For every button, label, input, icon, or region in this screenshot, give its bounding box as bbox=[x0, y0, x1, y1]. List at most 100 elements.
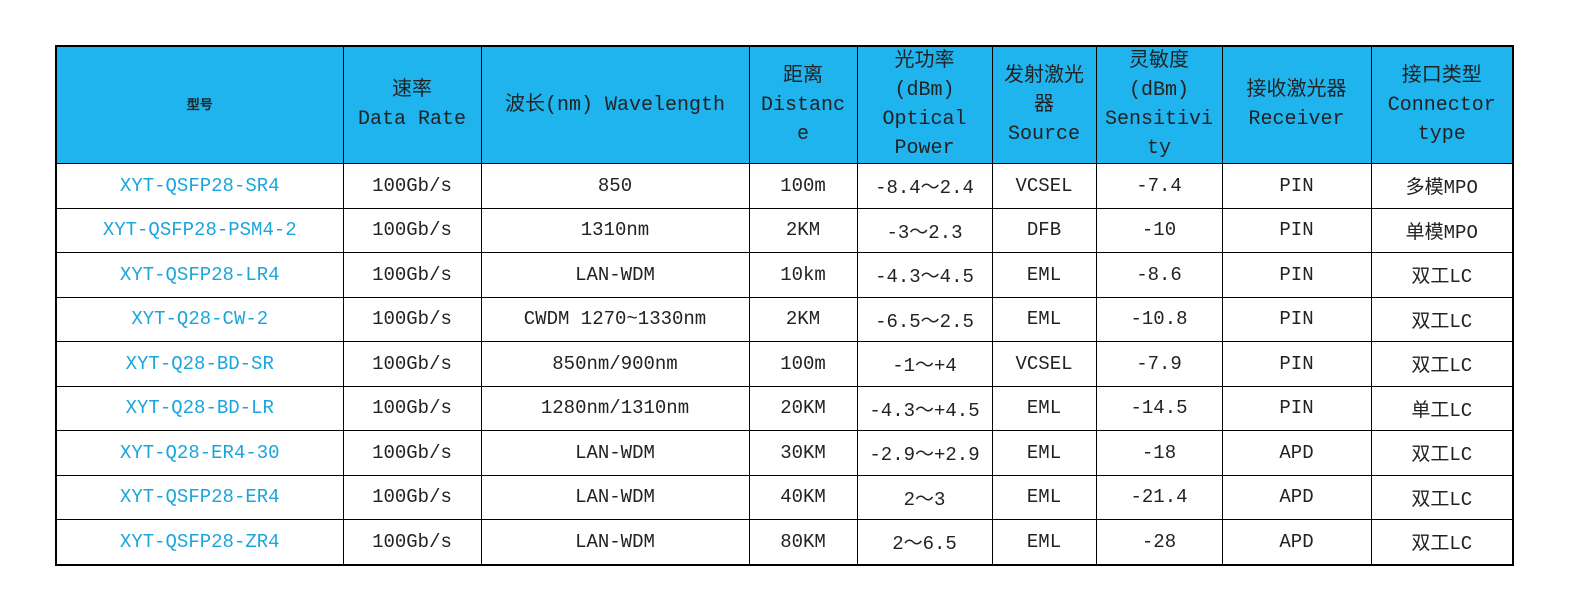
table-cell: LAN-WDM bbox=[480, 252, 750, 298]
table-cell: 100Gb/s bbox=[342, 430, 482, 476]
table-cell: -14.5 bbox=[1095, 385, 1223, 431]
table-cell: LAN-WDM bbox=[480, 474, 750, 520]
model-cell: XYT-Q28-BD-SR bbox=[55, 341, 344, 387]
model-cell: XYT-QSFP28-ZR4 bbox=[55, 519, 344, 565]
model-cell: XYT-Q28-ER4-30 bbox=[55, 430, 344, 476]
table-cell: EML bbox=[991, 252, 1097, 298]
table-cell: 80KM bbox=[748, 519, 858, 565]
table-cell: -10.8 bbox=[1095, 296, 1223, 342]
table-cell: 双工LC bbox=[1370, 296, 1514, 342]
table-cell: 单模MPO bbox=[1370, 207, 1514, 253]
header-cell: 波长(nm) Wavelength bbox=[480, 45, 750, 164]
table-cell: VCSEL bbox=[991, 163, 1097, 209]
table-cell: EML bbox=[991, 430, 1097, 476]
table-cell: 1280nm/1310nm bbox=[480, 385, 750, 431]
table-cell: -2.9～+2.9 bbox=[856, 430, 993, 476]
header-row: 型号 速率 Data Rate 波长(nm) Wavelength 距离 Distanc e… bbox=[55, 45, 1514, 164]
table-cell: -21.4 bbox=[1095, 474, 1223, 520]
table-cell: VCSEL bbox=[991, 341, 1097, 387]
table-cell: -7.4 bbox=[1095, 163, 1223, 209]
table-cell: -8.6 bbox=[1095, 252, 1223, 298]
table-row: XYT-QSFP28-ER4 100Gb/s LAN-WDM 40KM 2～3 EML -2… bbox=[55, 474, 1514, 520]
table-cell: 单工LC bbox=[1370, 385, 1514, 431]
table-cell: 多模MPO bbox=[1370, 163, 1514, 209]
table-row: XYT-QSFP28-LR4 100Gb/s LAN-WDM 10km -4.3～4.5… bbox=[55, 252, 1514, 298]
table-cell: DFB bbox=[991, 207, 1097, 253]
table-row: XYT-Q28-BD-SR 100Gb/s 850nm/900nm 100m -1～+4… bbox=[55, 341, 1514, 387]
model-cell: XYT-QSFP28-ER4 bbox=[55, 474, 344, 520]
header-text: 灵敏度 bbox=[1129, 50, 1189, 73]
table-cell: -6.5～2.5 bbox=[856, 296, 993, 342]
header-text: 距离 bbox=[783, 64, 823, 88]
header-text: 接口类型 bbox=[1401, 64, 1482, 88]
table-cell: 100Gb/s bbox=[342, 519, 482, 565]
table-cell: 双工LC bbox=[1370, 519, 1514, 565]
table-cell: 2～6.5 bbox=[856, 519, 993, 565]
header-cell: 光功率 (dBm) Optical Power bbox=[856, 45, 993, 164]
table-cell: -3～2.3 bbox=[856, 207, 993, 253]
header-text: 波长(nm) Wavelength bbox=[504, 93, 726, 117]
table-cell: PIN bbox=[1221, 296, 1372, 342]
header-text: 发射激光 bbox=[1004, 64, 1084, 88]
table-cell: EML bbox=[991, 385, 1097, 431]
model-cell: XYT-QSFP28-SR4 bbox=[55, 163, 344, 209]
table-cell: -8.4～2.4 bbox=[856, 163, 993, 209]
table-cell: 100Gb/s bbox=[342, 385, 482, 431]
table-cell: 双工LC bbox=[1370, 474, 1514, 520]
header-text: 光功率 bbox=[894, 50, 955, 73]
header-text: ty bbox=[1146, 137, 1171, 160]
header-cell: 距离 Distanc e bbox=[748, 45, 858, 164]
model-cell: XYT-QSFP28-PSM4-2 bbox=[55, 207, 344, 253]
header-text: Power bbox=[894, 137, 955, 160]
table-cell: PIN bbox=[1221, 207, 1372, 253]
table-body: XYT-QSFP28-SR4 100Gb/s 850 100m -8.4～2.4 VCSE… bbox=[55, 163, 1514, 565]
header-text: 型号 bbox=[186, 97, 213, 113]
table-cell: 100Gb/s bbox=[342, 207, 482, 253]
table-cell: 2～3 bbox=[856, 474, 993, 520]
table-cell: 30KM bbox=[748, 430, 858, 476]
table-row: XYT-QSFP28-PSM4-2 100Gb/s 1310nm 2KM -3～2.3 D… bbox=[55, 207, 1514, 253]
header-cell: 速率 Data Rate bbox=[342, 45, 482, 164]
table-cell: APD bbox=[1221, 474, 1372, 520]
table-cell: -28 bbox=[1095, 519, 1223, 565]
table-cell: 100m bbox=[748, 341, 858, 387]
table-cell: -10 bbox=[1095, 207, 1223, 253]
table-cell: 100Gb/s bbox=[342, 296, 482, 342]
table-cell: 双工LC bbox=[1370, 341, 1514, 387]
table-row: XYT-Q28-ER4-30 100Gb/s LAN-WDM 30KM -2.9～+2.… bbox=[55, 430, 1514, 476]
table-cell: EML bbox=[991, 474, 1097, 520]
model-cell: XYT-QSFP28-LR4 bbox=[55, 252, 344, 298]
table-row: XYT-Q28-BD-LR 100Gb/s 1280nm/1310nm 20KM -4.… bbox=[55, 385, 1514, 431]
table-cell: LAN-WDM bbox=[480, 519, 750, 565]
table-cell: -1～+4 bbox=[856, 341, 993, 387]
header-text: (dBm) bbox=[894, 79, 955, 102]
header-cell: 接收激光器 Receiver bbox=[1221, 45, 1372, 164]
header-text: type bbox=[1417, 122, 1466, 146]
spec-table: 型号 速率 Data Rate 波长(nm) Wavelength 距离 Distanc e… bbox=[55, 45, 1514, 566]
header-cell: 发射激光器 Source bbox=[991, 45, 1097, 164]
table-cell: 100Gb/s bbox=[342, 252, 482, 298]
model-cell: XYT-Q28-CW-2 bbox=[55, 296, 344, 342]
header-cell: 型号 bbox=[55, 45, 344, 164]
table-cell: 双工LC bbox=[1370, 430, 1514, 476]
table-cell: 2KM bbox=[748, 207, 858, 253]
table-cell: 20KM bbox=[748, 385, 858, 431]
table-wrap: 型号 速率 Data Rate 波长(nm) Wavelength 距离 Distanc e… bbox=[55, 45, 1514, 566]
table-cell: PIN bbox=[1221, 341, 1372, 387]
table-cell: -4.3～+4.5 bbox=[856, 385, 993, 431]
table-cell: 10km bbox=[748, 252, 858, 298]
model-cell: XYT-Q28-BD-LR bbox=[55, 385, 344, 431]
table-cell: APD bbox=[1221, 519, 1372, 565]
table-cell: PIN bbox=[1221, 252, 1372, 298]
header-text: Connector bbox=[1387, 93, 1496, 117]
table-cell: 双工LC bbox=[1370, 252, 1514, 298]
table-cell: LAN-WDM bbox=[480, 430, 750, 476]
header-text: Data Rate bbox=[357, 108, 467, 131]
table-cell: EML bbox=[991, 296, 1097, 342]
header-text: Source bbox=[1007, 122, 1080, 146]
table-cell: 850nm/900nm bbox=[480, 341, 750, 387]
table-cell: 100Gb/s bbox=[342, 474, 482, 520]
table-cell: -7.9 bbox=[1095, 341, 1223, 387]
header-text: 速率 bbox=[392, 79, 432, 102]
